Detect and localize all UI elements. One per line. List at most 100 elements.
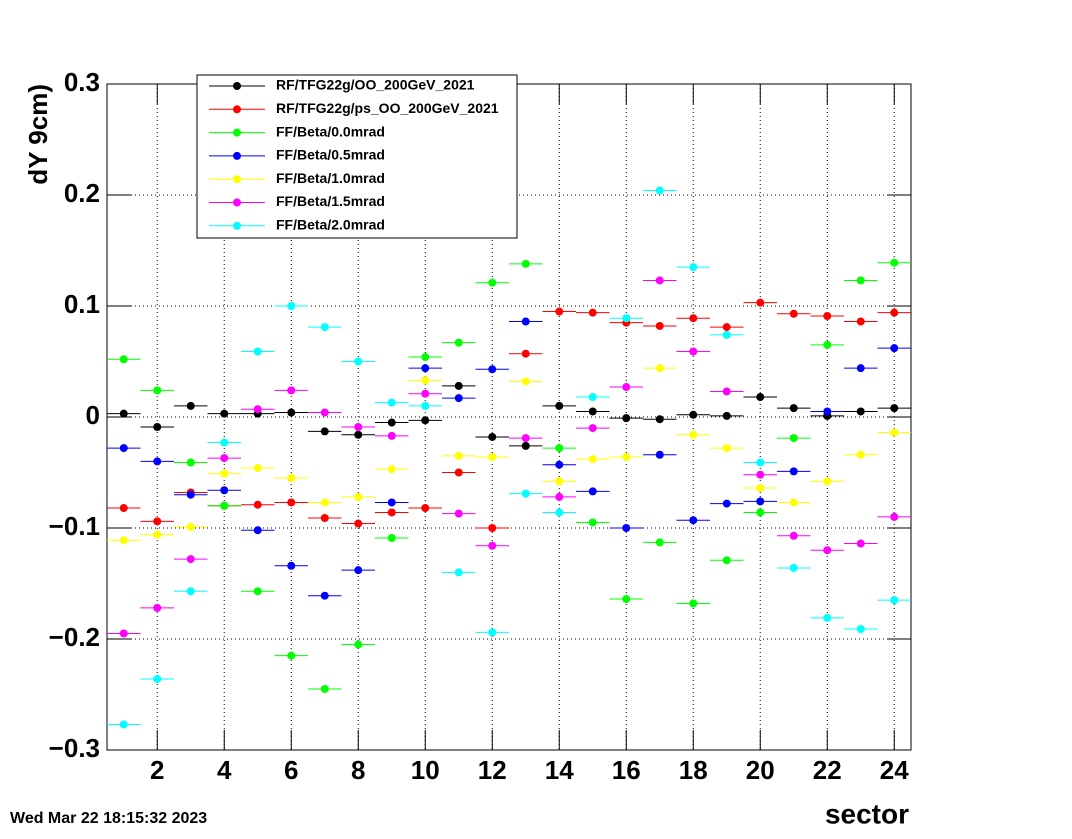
legend-label: FF/Beta/0.5mrad (276, 147, 385, 163)
legend-label: FF/Beta/1.0mrad (276, 170, 385, 186)
y-tick-label: −0.1 (49, 511, 100, 541)
data-point (555, 460, 564, 469)
data-point (253, 347, 262, 356)
y-tick-label: 0.3 (64, 67, 100, 97)
x-tick-label: 6 (284, 755, 298, 785)
legend-marker (233, 151, 241, 160)
data-point (153, 517, 162, 526)
legend-box (196, 74, 518, 239)
data-point (521, 349, 530, 358)
data-point (186, 587, 195, 596)
legend-label: RF/TFG22g/ps_OO_200GeV_2021 (276, 100, 499, 116)
data-point (756, 470, 765, 479)
data-point (689, 263, 698, 272)
data-point (220, 469, 229, 478)
data-point (287, 474, 296, 483)
data-point (220, 454, 229, 463)
data-point (555, 477, 564, 486)
data-point (354, 357, 363, 366)
data-point (856, 317, 865, 326)
data-point (354, 422, 363, 431)
legend-marker (233, 82, 241, 90)
data-point (454, 468, 463, 477)
data-point (320, 684, 329, 693)
data-point (387, 465, 396, 474)
data-point (153, 386, 162, 395)
data-point (655, 415, 664, 424)
data-point (689, 516, 698, 525)
data-point (823, 546, 832, 555)
data-point (890, 512, 899, 521)
x-tick-label: 18 (679, 755, 708, 785)
data-point (421, 353, 430, 362)
data-point (521, 259, 530, 268)
data-point (890, 428, 899, 437)
data-point (153, 603, 162, 612)
data-point (689, 430, 698, 439)
legend-marker (233, 198, 241, 207)
data-point (253, 500, 262, 509)
data-point (387, 431, 396, 440)
legend-marker (233, 175, 241, 184)
y-axis-label: dY 9cm) (23, 84, 53, 185)
data-point (220, 438, 229, 447)
data-point (488, 278, 497, 287)
data-point (890, 308, 899, 317)
data-point (622, 314, 631, 323)
y-tick-label: −0.3 (49, 733, 100, 763)
data-point (119, 720, 128, 729)
data-point (890, 596, 899, 605)
data-point (722, 499, 731, 508)
data-point (555, 508, 564, 517)
data-point (756, 497, 765, 506)
data-point (454, 381, 463, 390)
y-tick-label: −0.2 (49, 622, 100, 652)
legend-label: FF/Beta/0.0mrad (276, 123, 385, 139)
data-point (119, 504, 128, 513)
data-point (655, 450, 664, 459)
x-tick-label: 4 (217, 755, 232, 785)
data-point (856, 364, 865, 373)
data-point (856, 407, 865, 416)
date-stamp: Wed Mar 22 18:15:32 2023 (10, 810, 207, 827)
data-point (287, 408, 296, 417)
data-point (253, 587, 262, 596)
data-point (856, 450, 865, 459)
x-tick-label: 8 (351, 755, 365, 785)
data-point (153, 530, 162, 539)
data-point (622, 383, 631, 392)
data-point (622, 452, 631, 461)
data-point (454, 509, 463, 518)
data-point (387, 498, 396, 507)
data-point (186, 555, 195, 564)
data-point (689, 314, 698, 323)
data-point (890, 404, 899, 413)
data-point (320, 323, 329, 332)
data-point (521, 434, 530, 443)
data-point (253, 405, 262, 414)
data-point (890, 258, 899, 267)
data-point (287, 561, 296, 570)
data-point (789, 434, 798, 443)
y-tick-label: 0.2 (64, 178, 100, 208)
legend-label: FF/Beta/2.0mrad (276, 217, 385, 233)
data-point (789, 404, 798, 413)
data-point (722, 411, 731, 420)
data-point (689, 599, 698, 608)
data-point (789, 563, 798, 572)
data-point (387, 533, 396, 542)
data-point (823, 613, 832, 622)
data-point (588, 455, 597, 464)
data-point (253, 464, 262, 473)
data-point (722, 444, 731, 453)
data-point (421, 401, 430, 410)
data-point (421, 364, 430, 373)
x-tick-label: 16 (612, 755, 641, 785)
data-point (622, 524, 631, 532)
data-point (722, 323, 731, 332)
data-point (823, 407, 832, 416)
data-point (287, 386, 296, 395)
data-point (186, 458, 195, 467)
x-tick-label: 14 (545, 755, 574, 785)
